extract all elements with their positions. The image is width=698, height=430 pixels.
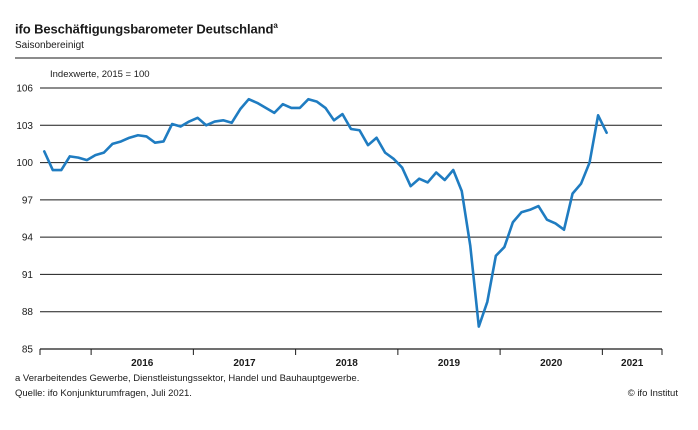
y-tick-label: 88 (22, 307, 34, 318)
series-line (42, 97, 608, 328)
y-tick-label: 100 (16, 158, 33, 169)
y-tick-label: 106 (16, 84, 33, 95)
title-footnote-mark: a (273, 21, 278, 30)
y-tick-label: 91 (22, 270, 34, 281)
y-tick-label: 94 (22, 233, 34, 244)
footnote: a Verarbeitendes Gewerbe, Dienstleistung… (15, 373, 360, 384)
x-tick-labels: 2016 2017 2018 2019 2020 2021 (131, 358, 644, 369)
source-note: Quelle: ifo Konjunkturumfragen, Juli 202… (15, 388, 192, 399)
y-tick-label: 85 (22, 345, 34, 356)
x-axis (39, 349, 663, 355)
chart-title: ifo Beschäftigungsbarometer Deutschlanda (15, 21, 278, 37)
unit-label: Indexwerte, 2015 = 100 (50, 69, 150, 80)
x-tick-label: 2020 (540, 358, 563, 369)
series-layer (42, 97, 608, 328)
x-tick-label: 2016 (131, 358, 154, 369)
chart-subtitle: Saisonbereinigt (15, 40, 84, 51)
x-tick-label: 2021 (621, 358, 644, 369)
gridlines (15, 57, 662, 350)
x-tick-label: 2019 (438, 358, 461, 369)
copyright-note: © ifo Institut (627, 388, 678, 399)
x-tick-label: 2017 (233, 358, 256, 369)
y-tick-labels: 85 88 91 94 97 100 103 106 (16, 84, 33, 356)
x-tick-label: 2018 (336, 358, 359, 369)
y-tick-label: 103 (16, 121, 33, 132)
y-tick-label: 97 (22, 195, 34, 206)
